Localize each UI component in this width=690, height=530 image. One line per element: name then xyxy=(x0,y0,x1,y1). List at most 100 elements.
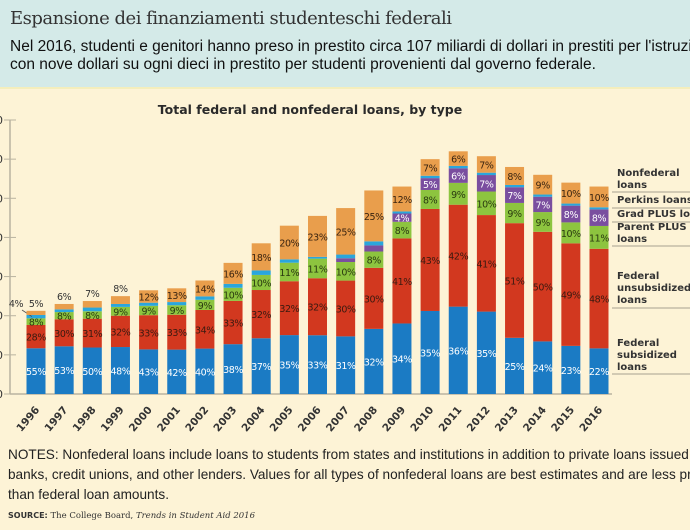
bar-segment xyxy=(505,202,525,224)
bar-segment xyxy=(308,258,327,279)
data-label: 4% xyxy=(9,299,24,310)
bar-segment xyxy=(420,189,440,209)
data-label: 36% xyxy=(448,346,468,357)
bar-segment xyxy=(279,259,299,263)
bar-segment xyxy=(589,225,609,249)
bar-segment xyxy=(251,270,271,275)
bar-segment xyxy=(476,215,496,312)
data-label: 6% xyxy=(451,172,466,183)
x-tick-label: 2013 xyxy=(493,404,521,434)
bar-segment xyxy=(533,196,553,213)
bar-segment xyxy=(54,312,74,320)
notes-line: than federal loan amounts. xyxy=(8,487,169,502)
subtitle-line: Nel 2016, studenti e genitori hanno pres… xyxy=(10,38,690,55)
bar-segment xyxy=(251,338,271,394)
bar-segment xyxy=(54,319,74,347)
data-label: 25% xyxy=(364,212,384,223)
legend-label: loans xyxy=(617,234,647,245)
bar-segment xyxy=(54,303,74,310)
x-tick-label: 1996 xyxy=(14,404,42,434)
bar-segment xyxy=(364,267,384,329)
bar-segment xyxy=(167,349,187,394)
data-label: 11% xyxy=(279,268,299,279)
x-tick-label: 1999 xyxy=(99,404,127,434)
legend-label: loans xyxy=(617,362,647,373)
data-label: 22% xyxy=(589,367,609,378)
bar-segment xyxy=(364,190,384,242)
bar-segment xyxy=(561,345,581,394)
bar-segment xyxy=(223,300,243,345)
data-label: 10% xyxy=(589,193,609,204)
bar-segment xyxy=(110,296,130,304)
bar-segment xyxy=(476,156,496,173)
data-label: 8% xyxy=(367,256,382,267)
x-tick-label: 2014 xyxy=(521,404,549,434)
data-label: 10% xyxy=(336,267,356,278)
data-label: 48% xyxy=(589,295,609,306)
bar-segment xyxy=(195,296,215,300)
data-label: 40% xyxy=(195,367,215,378)
legend-label: subsidized xyxy=(617,350,677,361)
data-label: 35% xyxy=(476,349,496,360)
data-label: 50% xyxy=(533,283,553,294)
bar-segment xyxy=(533,341,553,394)
bar-segment xyxy=(561,222,581,244)
data-label: 12% xyxy=(392,195,412,206)
bar-segment xyxy=(561,182,581,204)
data-label: 11% xyxy=(589,233,609,244)
data-label: 25% xyxy=(336,227,356,238)
bar-segment xyxy=(195,348,215,394)
data-label: 33% xyxy=(167,328,187,339)
bar-segment xyxy=(279,225,299,260)
bar-segment xyxy=(251,274,271,291)
bar-segment xyxy=(279,262,299,282)
source: SOURCE: The College Board, Trends in Stu… xyxy=(8,511,255,521)
data-label: 8% xyxy=(564,210,579,221)
data-label: 12% xyxy=(139,292,159,303)
bar-segment xyxy=(476,311,496,394)
data-label: 9% xyxy=(198,301,213,312)
data-label: 9% xyxy=(507,209,522,220)
bar-segment xyxy=(505,187,525,203)
data-label: 10% xyxy=(223,290,243,301)
bar-segment xyxy=(223,262,243,284)
bar-segment xyxy=(336,336,356,394)
data-label: 20% xyxy=(279,239,299,250)
data-label: 9% xyxy=(451,190,466,201)
bar-segment xyxy=(448,204,468,307)
data-label: 32% xyxy=(308,303,328,314)
data-label: 42% xyxy=(448,252,468,263)
data-label: 9% xyxy=(113,307,128,318)
bar-segment xyxy=(308,335,327,394)
x-tick-label: 2003 xyxy=(211,404,239,434)
data-label: 31% xyxy=(82,329,102,340)
bar-segment xyxy=(336,280,356,337)
bar-segment xyxy=(476,175,496,192)
data-label: 50% xyxy=(82,367,102,378)
x-tick-label: 2008 xyxy=(352,404,380,434)
data-label: 9% xyxy=(536,218,551,229)
data-label: 31% xyxy=(336,361,356,372)
bar-segment xyxy=(364,241,384,246)
bar-segment xyxy=(420,175,440,179)
data-label: 32% xyxy=(251,310,271,321)
legend-label: Federal xyxy=(617,338,659,349)
bar-segment xyxy=(505,223,525,338)
data-label: 8% xyxy=(113,284,128,295)
data-label: 43% xyxy=(139,368,159,379)
bar-segment xyxy=(139,290,159,303)
data-label: 33% xyxy=(308,361,328,372)
data-label: 30% xyxy=(364,294,384,305)
data-label: 42% xyxy=(167,368,187,379)
bar-segment xyxy=(589,186,609,208)
bar-segment xyxy=(533,231,553,342)
bar-segment xyxy=(251,290,271,339)
data-label: 7% xyxy=(479,160,494,171)
bar-segment xyxy=(420,310,440,394)
data-label: 9% xyxy=(141,306,156,317)
y-tick-label: 0 xyxy=(0,153,3,166)
y-tick-label: 0 xyxy=(0,231,3,244)
bar-segment xyxy=(561,203,581,206)
source-label: SOURCE: xyxy=(8,511,48,520)
